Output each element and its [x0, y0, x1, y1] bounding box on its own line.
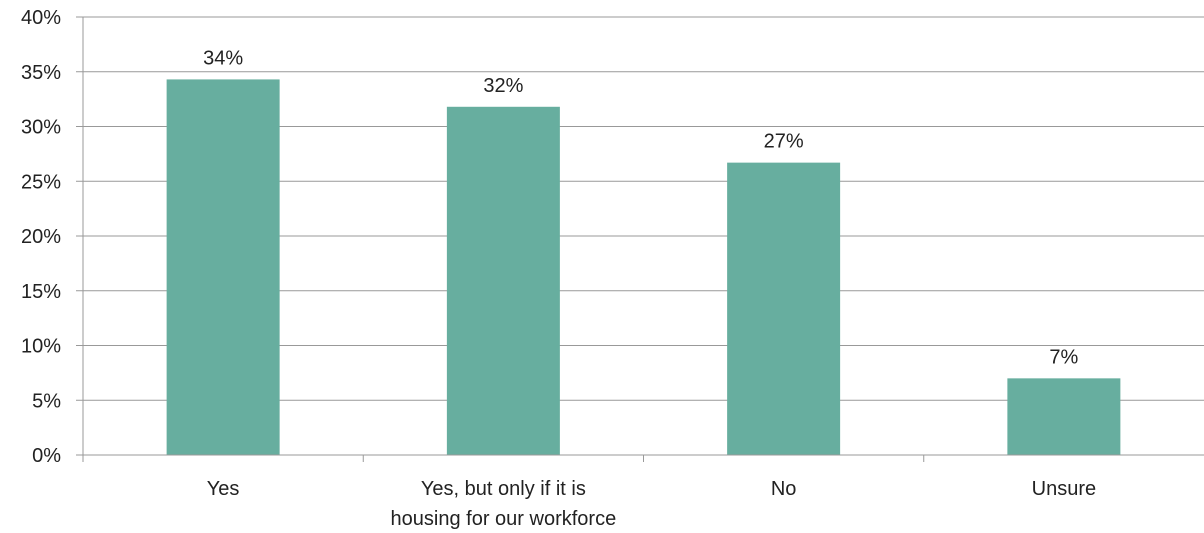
x-axis: Yes Yes, but only if it is housing for our…: [82, 17, 1204, 530]
data-label: 32%: [483, 75, 523, 97]
y-tick-label: 30%: [21, 117, 61, 139]
data-labels: 34% 32% 27% 7%: [203, 47, 1078, 368]
bar: [446, 106, 560, 455]
y-tick-label: 20%: [21, 226, 61, 248]
y-tick-label: 15%: [21, 281, 61, 303]
data-label: 7%: [1049, 346, 1078, 368]
x-category-label: Yes, but only if it is: [421, 478, 586, 500]
y-tick-label: 40%: [21, 7, 61, 29]
x-category-label: Yes: [207, 478, 240, 500]
y-axis-tick-labels: 0% 5% 10% 15% 20% 25% 30% 35% 40%: [21, 7, 61, 467]
bar: [727, 162, 841, 455]
y-tick-label: 5%: [32, 390, 61, 412]
x-category-label: No: [771, 478, 797, 500]
bars: [166, 79, 1121, 455]
bar: [1007, 378, 1121, 455]
data-label: 27%: [764, 131, 804, 153]
y-tick-label: 25%: [21, 171, 61, 193]
y-tick-label: 10%: [21, 336, 61, 358]
x-category-label: housing for our workforce: [391, 508, 617, 530]
y-tick-label: 0%: [32, 445, 61, 467]
bar: [166, 79, 280, 455]
x-category-label: Unsure: [1032, 478, 1096, 500]
y-tick-label: 35%: [21, 62, 61, 84]
data-label: 34%: [203, 47, 243, 69]
